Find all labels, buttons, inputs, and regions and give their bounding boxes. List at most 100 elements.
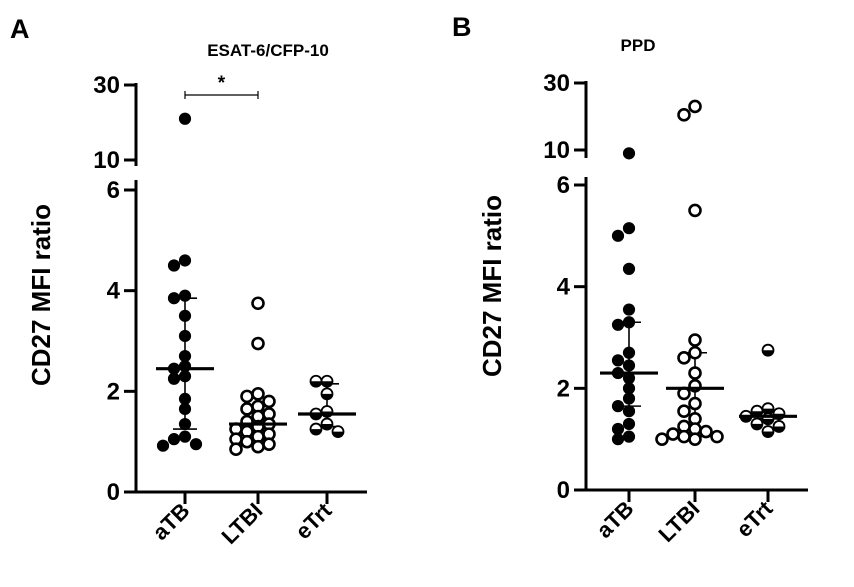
data-point: [622, 222, 636, 235]
data-point: [688, 432, 702, 446]
y-tick-label: 6: [557, 172, 570, 199]
data-point: [622, 417, 636, 431]
data-point-half: [751, 423, 763, 430]
data-point-half: [321, 393, 333, 400]
data-point: [178, 430, 192, 443]
y-tick-label: 4: [557, 274, 571, 301]
data-point: [262, 437, 276, 451]
x-tick-label: LTBI: [653, 496, 704, 547]
data-point-half: [321, 424, 333, 430]
data-point: [677, 429, 691, 444]
data-point: [178, 289, 192, 302]
data-point: [688, 366, 702, 380]
y-tick-label: 30: [93, 72, 120, 99]
data-point: [611, 400, 625, 413]
data-point: [240, 434, 254, 449]
data-point: [167, 372, 181, 385]
data-point-half: [762, 431, 774, 438]
y-tick-label: 2: [107, 378, 120, 405]
y-tick-label: 0: [107, 479, 120, 506]
data-point-half: [332, 431, 344, 438]
data-point: [688, 203, 702, 218]
y-tick-label: 4: [107, 278, 121, 305]
x-tick-label: aTB: [147, 498, 194, 545]
data-point: [622, 382, 636, 395]
chart-title: PPD: [621, 36, 656, 55]
data-point: [622, 359, 636, 372]
data-point: [178, 112, 192, 125]
data-point: [189, 438, 203, 451]
data-point: [655, 432, 669, 446]
chart-panel-a: A ESAT-6/CFP-10 CD27 MFI ratio 0 2 4 6 10 30 aTB L…: [10, 14, 367, 549]
data-point: [240, 402, 254, 416]
data-point-half: [762, 350, 774, 356]
y-tick-label: 30: [543, 70, 570, 97]
data-point: [611, 433, 625, 446]
data-point: [178, 329, 192, 343]
data-point: [688, 345, 702, 360]
data-point-half: [310, 381, 322, 387]
x-tick-label: eTrt: [731, 495, 778, 542]
data-point: [251, 336, 265, 351]
data-point: [178, 402, 192, 416]
significance-label: *: [218, 73, 226, 94]
data-point: [677, 404, 691, 419]
y-tick-label: 10: [543, 137, 570, 164]
y-axis-label: CD27 MFI ratio: [477, 195, 507, 377]
data-point: [178, 254, 192, 267]
x-tick-label: LTBI: [216, 498, 267, 549]
data-point: [710, 429, 724, 444]
data-point: [262, 394, 276, 409]
y-axis-label: CD27 MFI ratio: [26, 204, 56, 386]
x-tick-label: aTB: [591, 496, 638, 543]
data-point: [688, 99, 702, 114]
data-point: [622, 430, 636, 443]
data-point: [229, 442, 243, 457]
data-point: [622, 346, 636, 359]
data-point: [167, 433, 181, 446]
data-point: [178, 370, 192, 383]
data-point: [622, 316, 636, 329]
data-point: [688, 333, 702, 347]
data-point: [611, 318, 625, 331]
data-point: [178, 350, 192, 363]
data-point: [178, 392, 192, 405]
y-tick-label: 2: [557, 375, 570, 402]
chart-title: ESAT-6/CFP-10: [207, 41, 329, 60]
y-tick-label: 10: [93, 147, 120, 174]
data-point: [240, 389, 254, 404]
data-point-half: [773, 426, 785, 432]
data-point: [178, 309, 192, 322]
data-point: [251, 439, 265, 454]
data-point: [622, 405, 636, 418]
chart-panel-b: B PPD CD27 MFI ratio 0 2 4 6 10 30 aTB LTBI eTrt: [452, 12, 808, 547]
y-tick-label: 0: [557, 477, 570, 504]
data-point: [611, 229, 625, 242]
x-tick-label: eTrt: [290, 497, 337, 544]
data-point: [688, 396, 702, 411]
data-point: [666, 427, 680, 441]
data-point: [156, 439, 170, 452]
data-point: [677, 108, 691, 122]
data-point: [622, 392, 636, 405]
data-point: [622, 147, 636, 160]
panel-letter: A: [10, 14, 30, 44]
data-point: [677, 351, 691, 365]
data-point: [622, 303, 636, 316]
data-point: [167, 292, 181, 305]
data-point-half: [762, 408, 774, 415]
data-point: [251, 296, 265, 311]
data-point: [611, 354, 625, 367]
data-point: [178, 417, 192, 431]
data-point: [611, 422, 625, 436]
data-point-half: [321, 381, 333, 387]
data-point: [699, 424, 713, 439]
data-point-half: [310, 429, 322, 435]
data-point: [251, 387, 265, 401]
data-point: [622, 262, 636, 275]
y-tick-label: 6: [107, 177, 120, 204]
data-point: [167, 259, 181, 272]
panel-letter: B: [452, 12, 472, 42]
data-point-half: [762, 418, 774, 425]
